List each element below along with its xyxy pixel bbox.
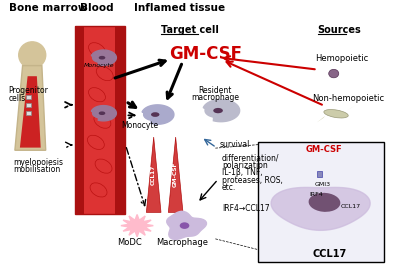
Polygon shape [271,187,370,230]
Text: MoDC: MoDC [117,238,142,247]
Ellipse shape [19,42,46,68]
Polygon shape [348,105,355,110]
Bar [26,111,31,114]
Text: Progenitor: Progenitor [8,86,48,95]
Text: etc.: etc. [222,183,236,192]
Text: IRF4→CCL17: IRF4→CCL17 [222,204,270,213]
Text: proteases, ROS,: proteases, ROS, [222,176,283,184]
Text: GM-CSF: GM-CSF [173,162,178,188]
Text: macrophage: macrophage [191,93,239,102]
Ellipse shape [96,66,113,81]
Ellipse shape [329,69,339,78]
Text: Monocyte: Monocyte [122,121,159,130]
Polygon shape [91,50,116,65]
Text: Blood: Blood [80,3,114,13]
Ellipse shape [95,159,112,173]
Text: Non-hemopoietic: Non-hemopoietic [312,94,384,103]
Polygon shape [75,26,84,214]
Text: Resident: Resident [199,86,232,95]
Bar [26,103,31,107]
Text: GM-CSF: GM-CSF [169,45,242,63]
Polygon shape [142,105,174,124]
Ellipse shape [88,88,106,102]
Ellipse shape [99,111,105,115]
Text: Hemopoietic: Hemopoietic [316,54,369,63]
Text: Macrophage: Macrophage [156,238,208,247]
Text: survival: survival [219,140,250,149]
Polygon shape [167,211,206,239]
Polygon shape [75,26,125,214]
Polygon shape [146,137,161,213]
Bar [317,172,322,177]
Text: Target cell: Target cell [161,25,219,35]
Text: Monocyte: Monocyte [84,63,114,68]
Ellipse shape [88,43,106,57]
Text: GM-CSF: GM-CSF [305,144,342,154]
Polygon shape [20,76,41,148]
Ellipse shape [90,183,107,197]
Text: Inflamed tissue: Inflamed tissue [134,3,226,13]
Polygon shape [203,99,240,122]
Text: IL-1β, TNF,: IL-1β, TNF, [222,168,262,177]
Text: cells: cells [8,94,26,103]
Ellipse shape [151,112,160,117]
Polygon shape [91,106,116,121]
Text: mobilisation: mobilisation [14,165,61,174]
Polygon shape [121,214,153,237]
Polygon shape [115,26,125,214]
Polygon shape [317,116,325,122]
Bar [26,95,31,99]
Text: CCL17: CCL17 [313,248,347,259]
FancyBboxPatch shape [258,142,384,262]
Ellipse shape [94,114,111,128]
Ellipse shape [87,135,104,150]
Ellipse shape [99,56,105,59]
Ellipse shape [309,193,340,212]
Text: myelopoiesis: myelopoiesis [14,158,64,167]
Text: CCL17: CCL17 [151,165,156,185]
Text: GMI3: GMI3 [314,182,330,187]
Ellipse shape [213,108,223,113]
Polygon shape [15,66,46,150]
Text: CCL17: CCL17 [341,204,361,209]
Text: polarization: polarization [222,161,268,170]
Ellipse shape [180,222,189,229]
Polygon shape [168,137,183,213]
Text: Sources: Sources [318,25,361,35]
Text: differentiation/: differentiation/ [222,153,280,162]
Ellipse shape [324,110,348,118]
Text: IRF4: IRF4 [310,192,324,197]
Text: Bone marrow: Bone marrow [9,3,88,13]
